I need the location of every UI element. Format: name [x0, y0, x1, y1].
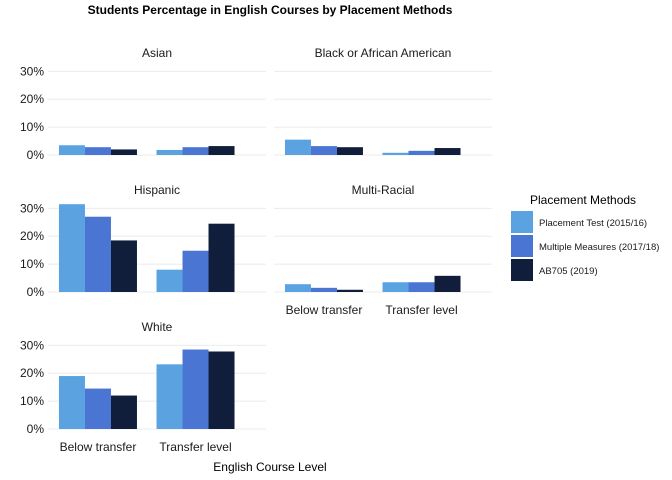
legend-label: Multiple Measures (2017/18)	[539, 242, 659, 253]
chart-title: Students Percentage in English Courses b…	[88, 3, 453, 17]
bar-white-transfer-level-placement-test-2015-16	[156, 364, 183, 429]
bar-asian-transfer-level-ab705-2019	[208, 146, 235, 155]
y-tick-label: 20%	[20, 366, 44, 380]
legend-label: AB705 (2019)	[539, 266, 598, 277]
y-tick-label: 20%	[20, 229, 44, 243]
y-tick-label: 30%	[20, 338, 44, 352]
bar-multi-racial-below-transfer-ab705-2019	[336, 289, 363, 292]
legend: Placement Methods Placement Test (2015/1…	[511, 193, 659, 281]
bar-black-or-african-american-transfer-level-placement-test-2015-16	[382, 152, 409, 155]
bar-asian-transfer-level-placement-test-2015-16	[156, 149, 183, 155]
bar-black-or-african-american-below-transfer-placement-test-2015-16	[284, 139, 311, 155]
bar-asian-below-transfer-multiple-measures-2017-18	[84, 147, 111, 155]
legend-label: Placement Test (2015/16)	[539, 218, 647, 229]
y-tick-label: 20%	[20, 92, 44, 106]
bar-white-below-transfer-placement-test-2015-16	[58, 376, 85, 429]
facet-panels: Asian 0% 10% 20% 30% Black or African America…	[20, 46, 492, 454]
facet-panel-asian: Asian 0% 10% 20% 30%	[20, 46, 266, 162]
y-tick-label: 30%	[20, 64, 44, 78]
bar-asian-below-transfer-placement-test-2015-16	[58, 145, 85, 155]
facet-strip-label: Asian	[142, 46, 172, 60]
facet-panel-black-or-african-american: Black or African American	[274, 46, 492, 156]
bar-white-below-transfer-multiple-measures-2017-18	[84, 388, 111, 429]
bar-black-or-african-american-transfer-level-ab705-2019	[434, 148, 461, 155]
x-tick-label: Below transfer	[60, 440, 137, 454]
y-tick-label: 10%	[20, 257, 44, 271]
facet-strip-label: White	[142, 320, 173, 334]
bar-hispanic-transfer-level-multiple-measures-2017-18	[182, 250, 209, 292]
facet-strip-label: Black or African American	[315, 46, 452, 60]
bar-hispanic-below-transfer-multiple-measures-2017-18	[84, 216, 111, 292]
bar-hispanic-transfer-level-ab705-2019	[208, 223, 235, 292]
bar-white-transfer-level-multiple-measures-2017-18	[182, 349, 209, 429]
bar-black-or-african-american-below-transfer-multiple-measures-2017-18	[310, 146, 337, 155]
bar-multi-racial-below-transfer-placement-test-2015-16	[284, 284, 311, 292]
bar-asian-below-transfer-ab705-2019	[110, 149, 137, 155]
bar-hispanic-transfer-level-placement-test-2015-16	[156, 269, 183, 292]
bar-white-transfer-level-ab705-2019	[208, 351, 235, 429]
bar-multi-racial-transfer-level-multiple-measures-2017-18	[408, 282, 435, 292]
legend-key-ab705-2019	[511, 259, 533, 281]
x-tick-label: Transfer level	[385, 303, 457, 317]
x-axis-title: English Course Level	[213, 460, 326, 474]
bar-black-or-african-american-below-transfer-ab705-2019	[336, 147, 363, 155]
bar-multi-racial-transfer-level-ab705-2019	[434, 275, 461, 292]
legend-key-multiple-measures-2017-18	[511, 235, 533, 257]
bar-hispanic-below-transfer-ab705-2019	[110, 240, 137, 292]
y-tick-label: 0%	[27, 148, 45, 162]
bar-multi-racial-transfer-level-placement-test-2015-16	[382, 282, 409, 292]
bar-multi-racial-below-transfer-multiple-measures-2017-18	[310, 287, 337, 292]
y-tick-label: 10%	[20, 120, 44, 134]
facet-panel-hispanic: Hispanic 0% 10% 20% 30%	[20, 183, 266, 299]
y-tick-label: 0%	[27, 285, 45, 299]
legend-key-placement-test-2015-16	[511, 211, 533, 233]
facet-panel-multi-racial: Multi-Racial Below transfer Transfer level	[274, 183, 492, 317]
bar-white-below-transfer-ab705-2019	[110, 395, 137, 429]
bar-asian-transfer-level-multiple-measures-2017-18	[182, 147, 209, 155]
facet-panel-white: White 0% 10% 20% 30% Below transfer Transfer l…	[20, 320, 266, 454]
y-tick-label: 0%	[27, 422, 45, 436]
facet-strip-label: Hispanic	[134, 183, 180, 197]
legend-title: Placement Methods	[530, 193, 636, 207]
bar-hispanic-below-transfer-placement-test-2015-16	[58, 204, 85, 292]
y-tick-label: 10%	[20, 394, 44, 408]
y-tick-label: 30%	[20, 201, 44, 215]
facet-strip-label: Multi-Racial	[352, 183, 415, 197]
x-tick-label: Transfer level	[159, 440, 231, 454]
x-tick-label: Below transfer	[286, 303, 363, 317]
bar-black-or-african-american-transfer-level-multiple-measures-2017-18	[408, 150, 435, 155]
